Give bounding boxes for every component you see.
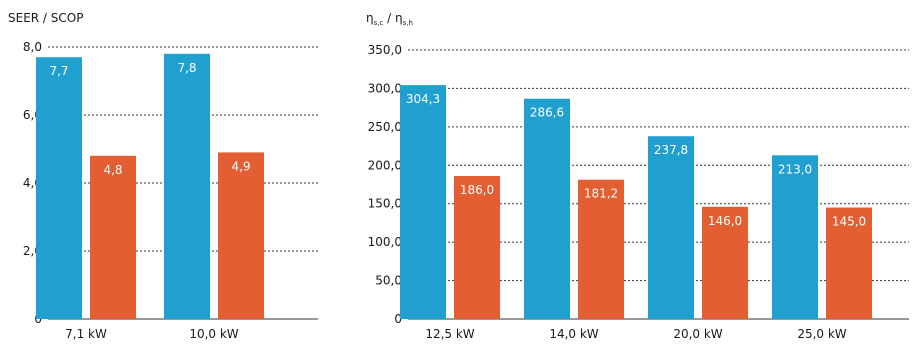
chart1-bar-s1 bbox=[164, 53, 210, 320]
chart1-y-tick-label: 8,0 bbox=[23, 40, 42, 54]
chart2-category-label: 25,0 kW bbox=[797, 327, 846, 341]
chart2-data-label: 186,0 bbox=[460, 183, 494, 197]
chart2-data-label: 213,0 bbox=[778, 162, 812, 176]
chart2-bar-s1 bbox=[524, 98, 570, 319]
chart1-bar-s2 bbox=[90, 155, 136, 319]
chart2-data-label: 146,0 bbox=[708, 214, 742, 228]
chart2-data-label: 286,6 bbox=[530, 106, 564, 120]
chart1-category-label: 10,0 kW bbox=[189, 327, 238, 341]
chart1-y-axis-title: SEER / SCOP bbox=[8, 11, 83, 25]
chart2-category-label: 14,0 kW bbox=[549, 327, 598, 341]
chart2-bar-s1 bbox=[648, 136, 694, 319]
chart2-y-tick-label: 350,0 bbox=[368, 43, 402, 57]
chart2-y-tick-label: 0 bbox=[394, 312, 402, 326]
chart1-data-label: 4,8 bbox=[103, 163, 122, 177]
chart2-y-tick-label: 200,0 bbox=[368, 158, 402, 172]
chart2-y-tick-label: 250,0 bbox=[368, 120, 402, 134]
chart2-category-label: 20,0 kW bbox=[673, 327, 722, 341]
chart2-data-label: 145,0 bbox=[832, 215, 866, 229]
chart1-data-label: 4,9 bbox=[231, 159, 250, 173]
chart2-y-tick-label: 100,0 bbox=[368, 235, 402, 249]
chart2-y-tick-label: 50,0 bbox=[375, 274, 402, 288]
chart2-data-label: 237,8 bbox=[654, 143, 688, 157]
chart2-y-tick-label: 300,0 bbox=[368, 81, 402, 95]
chart1-bar-s2 bbox=[218, 152, 264, 319]
chart2-bar-s2 bbox=[702, 206, 748, 319]
chart2-bar-s1 bbox=[772, 155, 818, 319]
chart1-bar-s1 bbox=[36, 57, 82, 319]
chart2-data-label: 181,2 bbox=[584, 187, 618, 201]
chart1-category-label: 7,1 kW bbox=[65, 327, 107, 341]
chart2-bar-s2 bbox=[578, 179, 624, 319]
chart2-bar-s2 bbox=[826, 207, 872, 319]
chart2-y-tick-label: 150,0 bbox=[368, 197, 402, 211]
chart2-data-label: 304,3 bbox=[406, 92, 440, 106]
chart2-category-label: 12,5 kW bbox=[425, 327, 474, 341]
chart2-bar-s2 bbox=[454, 176, 500, 319]
chart2-y-axis-title: ηs,c / ηs,h bbox=[366, 11, 413, 27]
chart1-data-label: 7,8 bbox=[177, 61, 196, 75]
chart2-bar-s1 bbox=[400, 85, 446, 319]
chart1-data-label: 7,7 bbox=[49, 64, 68, 78]
